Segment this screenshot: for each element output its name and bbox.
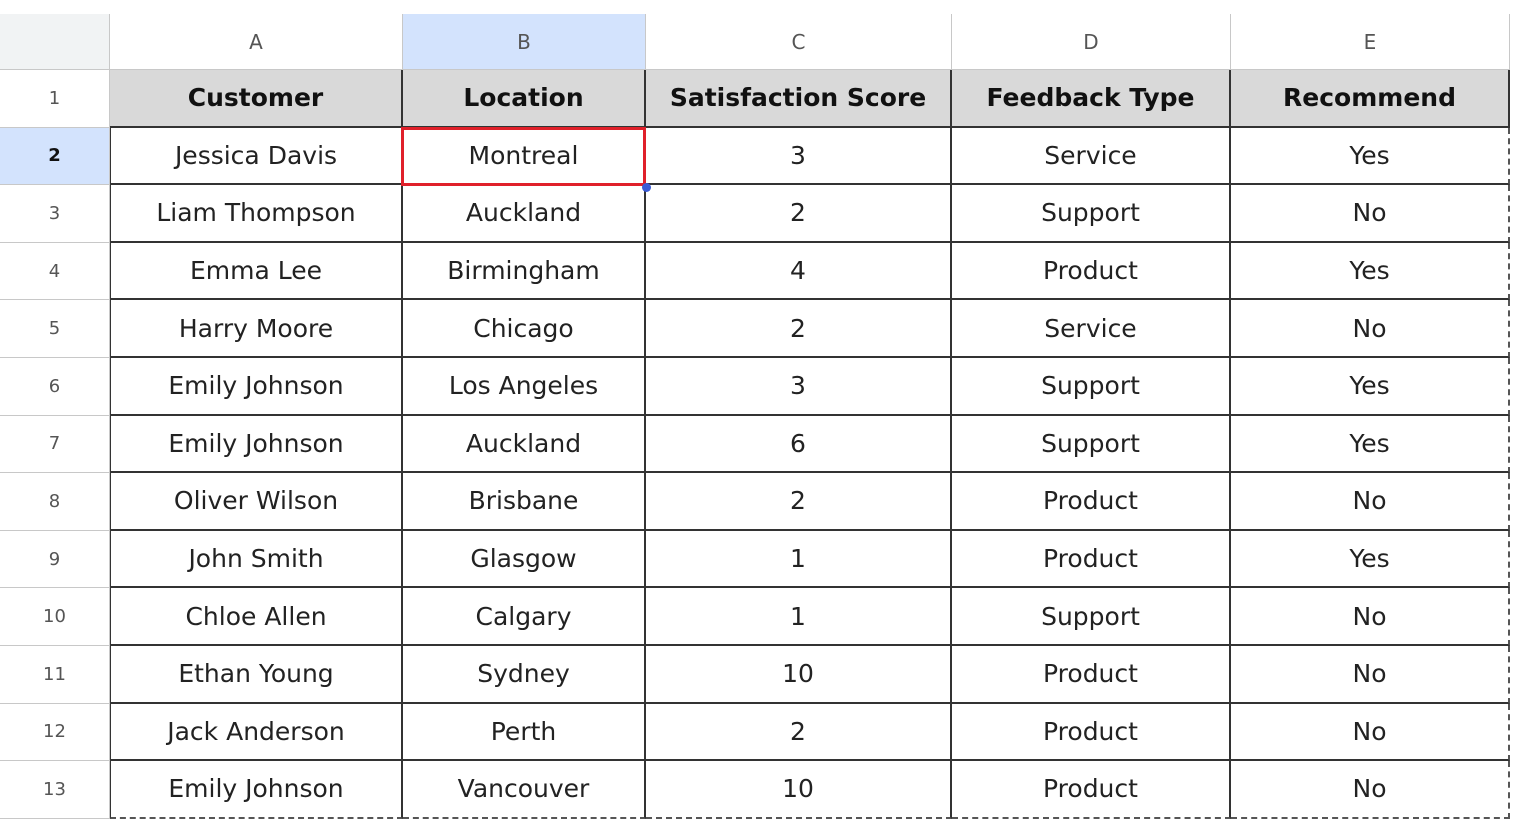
cell[interactable]: Auckland: [403, 415, 646, 474]
row-header[interactable]: 7: [0, 415, 110, 474]
cell[interactable]: Brisbane: [403, 473, 646, 531]
cell[interactable]: Liam Thompson: [110, 185, 403, 243]
cell[interactable]: 1: [646, 530, 952, 589]
header-cell[interactable]: Recommend: [1231, 70, 1510, 128]
cell[interactable]: Yes: [1231, 530, 1510, 589]
column-header[interactable]: D: [952, 14, 1231, 70]
header-cell[interactable]: Satisfaction Score: [646, 70, 952, 128]
cell[interactable]: Chloe Allen: [110, 588, 403, 646]
cell[interactable]: Yes: [1231, 358, 1510, 416]
row-header[interactable]: 10: [0, 588, 110, 646]
cell[interactable]: Product: [952, 646, 1231, 704]
cell[interactable]: 4: [646, 242, 952, 301]
cell[interactable]: Emma Lee: [110, 242, 403, 301]
cell[interactable]: 1: [646, 588, 952, 646]
column-header[interactable]: A: [110, 14, 403, 70]
cell[interactable]: Jack Anderson: [110, 703, 403, 762]
cell[interactable]: Emily Johnson: [110, 358, 403, 416]
header-cell[interactable]: Location: [403, 70, 646, 128]
cell[interactable]: Auckland: [403, 185, 646, 243]
cell[interactable]: 2: [646, 185, 952, 243]
cell[interactable]: 10: [646, 761, 952, 819]
cell[interactable]: Yes: [1231, 242, 1510, 301]
cell[interactable]: Emily Johnson: [110, 761, 403, 819]
cell[interactable]: No: [1231, 761, 1510, 819]
column-header[interactable]: B: [403, 14, 646, 70]
cell[interactable]: Support: [952, 415, 1231, 474]
row-header[interactable]: 6: [0, 358, 110, 416]
cell[interactable]: No: [1231, 646, 1510, 704]
cell[interactable]: 6: [646, 415, 952, 474]
header-cell[interactable]: Customer: [110, 70, 403, 128]
header-cell[interactable]: Feedback Type: [952, 70, 1231, 128]
cell[interactable]: No: [1231, 588, 1510, 646]
cell[interactable]: Service: [952, 300, 1231, 358]
cell[interactable]: Harry Moore: [110, 300, 403, 358]
cell[interactable]: 2: [646, 300, 952, 358]
cell[interactable]: Service: [952, 127, 1231, 186]
cell[interactable]: 3: [646, 358, 952, 416]
cell[interactable]: No: [1231, 300, 1510, 358]
cell[interactable]: Yes: [1231, 127, 1510, 186]
cell[interactable]: 3: [646, 127, 952, 186]
cell[interactable]: Oliver Wilson: [110, 473, 403, 531]
cell[interactable]: Los Angeles: [403, 358, 646, 416]
cell[interactable]: Support: [952, 358, 1231, 416]
cell[interactable]: 2: [646, 703, 952, 762]
cell[interactable]: Perth: [403, 703, 646, 762]
cell[interactable]: Ethan Young: [110, 646, 403, 704]
cell[interactable]: John Smith: [110, 530, 403, 589]
cell[interactable]: Glasgow: [403, 530, 646, 589]
cell[interactable]: No: [1231, 473, 1510, 531]
row-header[interactable]: 12: [0, 703, 110, 762]
cell[interactable]: No: [1231, 703, 1510, 762]
cell[interactable]: Birmingham: [403, 242, 646, 301]
cell[interactable]: Product: [952, 703, 1231, 762]
cell[interactable]: Product: [952, 530, 1231, 589]
row-header[interactable]: 2: [0, 127, 110, 186]
cell[interactable]: Vancouver: [403, 761, 646, 819]
cell[interactable]: Jessica Davis: [110, 127, 403, 186]
row-header[interactable]: 9: [0, 530, 110, 589]
cell[interactable]: Chicago: [403, 300, 646, 358]
cell[interactable]: No: [1231, 185, 1510, 243]
cell[interactable]: Calgary: [403, 588, 646, 646]
row-header[interactable]: 5: [0, 300, 110, 358]
row-header[interactable]: 8: [0, 473, 110, 531]
cell[interactable]: 10: [646, 646, 952, 704]
cell[interactable]: Support: [952, 185, 1231, 243]
column-header[interactable]: C: [646, 14, 952, 70]
cell[interactable]: Sydney: [403, 646, 646, 704]
cell[interactable]: Yes: [1231, 415, 1510, 474]
cell[interactable]: Product: [952, 242, 1231, 301]
fill-handle[interactable]: [642, 183, 651, 193]
cell[interactable]: 2: [646, 473, 952, 531]
cell[interactable]: Product: [952, 473, 1231, 531]
row-header[interactable]: 1: [0, 70, 110, 128]
column-header[interactable]: E: [1231, 14, 1510, 70]
cell[interactable]: Montreal: [403, 127, 646, 186]
cell[interactable]: Emily Johnson: [110, 415, 403, 474]
row-header[interactable]: 13: [0, 761, 110, 819]
row-header[interactable]: 4: [0, 242, 110, 301]
select-all-corner[interactable]: [0, 14, 110, 70]
cell[interactable]: Product: [952, 761, 1231, 819]
row-header[interactable]: 3: [0, 185, 110, 243]
cell[interactable]: Support: [952, 588, 1231, 646]
row-header[interactable]: 11: [0, 646, 110, 704]
